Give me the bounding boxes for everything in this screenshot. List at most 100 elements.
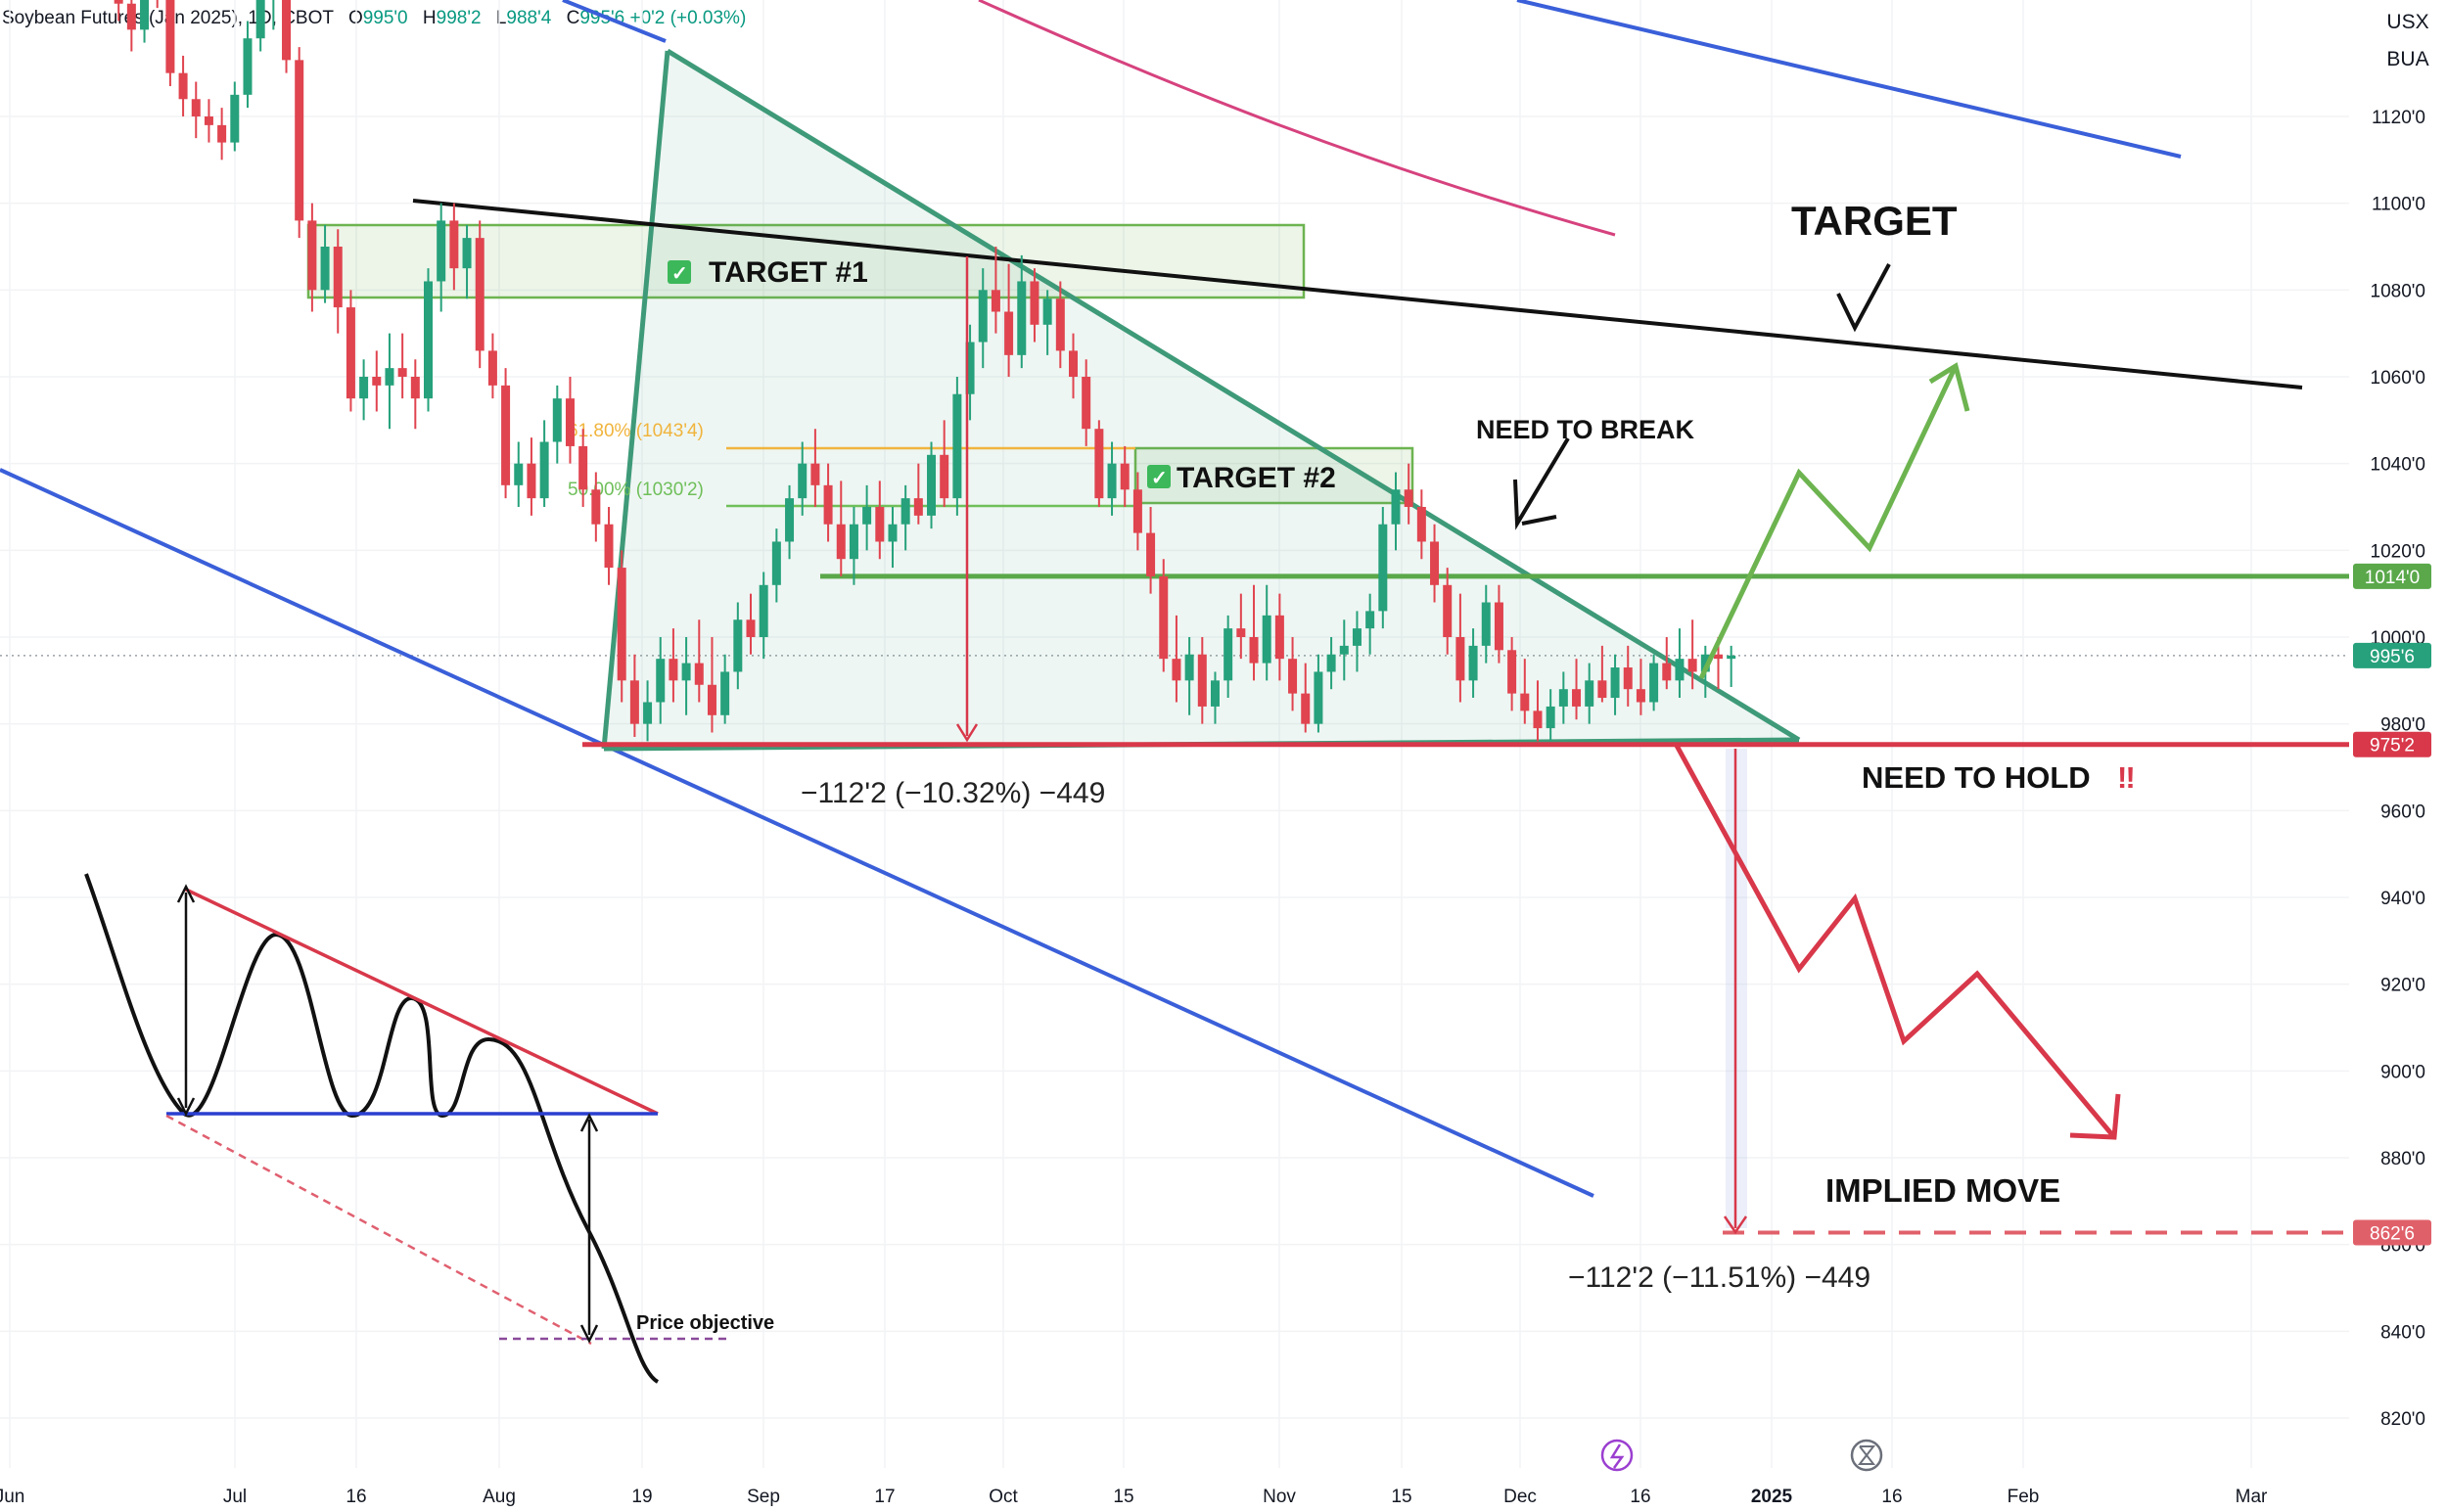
price-tick-label: 1020'0: [2371, 541, 2425, 562]
target-pointer-arrow: [1836, 263, 1891, 333]
candle-body: [1416, 506, 1426, 542]
time-tick-label: 16: [1881, 1487, 1902, 1507]
pattern-objective-label: Price objective: [636, 1312, 774, 1334]
pattern-resistance-line: [183, 887, 659, 1116]
candle-body: [539, 441, 549, 499]
time-tick-label: 2025: [1751, 1487, 1793, 1507]
candle-body: [217, 124, 227, 143]
time-tick-label: Sep: [747, 1487, 780, 1507]
candle-body: [255, 0, 265, 39]
key-levels: 61.80% (1043'4) 50.00% (1030'2): [412, 199, 2349, 1235]
time-tick-label: Nov: [1263, 1487, 1296, 1507]
time-tick-label: 19: [631, 1487, 652, 1507]
candle-body: [940, 454, 949, 499]
candle-body: [1262, 615, 1271, 664]
candle-body: [591, 489, 601, 525]
candle-body: [823, 484, 833, 525]
candle-body: [1700, 654, 1710, 672]
candle-body: [282, 0, 292, 61]
bullish-arrowhead: [1928, 362, 1970, 412]
candle-body: [1146, 532, 1156, 576]
candle-body: [733, 619, 743, 672]
candle-body: [1339, 645, 1349, 655]
candle-body: [1687, 659, 1697, 672]
candle-body: [1610, 667, 1620, 699]
bullish-projection: [1698, 364, 1959, 680]
candle-body: [1520, 693, 1530, 711]
time-tick-label: 15: [1391, 1487, 1411, 1507]
candle-body: [1197, 654, 1207, 707]
candle-body: [1042, 298, 1052, 325]
candle-body: [720, 671, 730, 715]
candle-body: [295, 60, 304, 221]
projections: [955, 256, 2121, 1235]
price-tick-label: 820'0: [2380, 1409, 2425, 1430]
candle-body: [1082, 376, 1091, 430]
candle-body: [952, 393, 962, 499]
candle-body: [230, 94, 240, 143]
target-label: TARGET: [1791, 198, 1958, 244]
candle-body: [320, 246, 330, 291]
hourglass-icon-shape: [1857, 1445, 1876, 1465]
candle-body: [798, 463, 808, 499]
price-tick-label: 1040'0: [2371, 455, 2425, 476]
candle-body: [927, 454, 937, 516]
measure1-arrowhead: [955, 723, 979, 743]
lightning-icon: [1600, 1439, 1634, 1472]
pattern-price-curve: [84, 873, 660, 1384]
candle-body: [501, 385, 511, 485]
candle-body: [1094, 429, 1104, 499]
price-tick-label: 920'0: [2380, 976, 2425, 996]
price-tick-label: 900'0: [2380, 1062, 2425, 1082]
candle-body: [1481, 602, 1491, 646]
candle-body: [810, 463, 820, 485]
candle-body: [372, 376, 382, 386]
time-tick-label: Aug: [483, 1487, 516, 1507]
candle-body: [1314, 671, 1323, 724]
time-tick-label: Jun: [0, 1487, 24, 1507]
candle-body: [1546, 706, 1555, 729]
change-value: +0'2 (+0.03%): [629, 8, 747, 28]
candle-body: [385, 368, 394, 386]
candle-body: [437, 220, 446, 282]
candle-body: [165, 0, 175, 73]
price-tag-label: 975'2: [2370, 736, 2415, 756]
unit-top: USX: [2386, 11, 2429, 33]
candle-body: [204, 116, 213, 125]
candle-body: [1455, 636, 1465, 681]
price-tag: [2353, 563, 2431, 589]
candle-body: [1507, 650, 1517, 694]
candle-body: [707, 684, 716, 715]
candle-body: [410, 376, 420, 399]
target-trendline: [412, 199, 2303, 389]
unit-bottom: BUA: [2386, 48, 2429, 70]
candle-body: [1468, 645, 1478, 681]
candle-body: [1172, 659, 1181, 681]
candle-body: [1352, 628, 1362, 646]
price-tag: [2353, 642, 2431, 668]
time-tick-label: Dec: [1503, 1487, 1537, 1507]
candle-body: [1107, 463, 1117, 499]
low-value: 988'4: [506, 8, 552, 28]
bearish-projection: [1673, 742, 2116, 1139]
candle-body: [1675, 659, 1685, 681]
price-tag-label: 995'6: [2370, 647, 2415, 667]
measure1-label: −112'2 (−10.32%) −449: [801, 777, 1105, 809]
candle-body: [449, 220, 459, 269]
candle-body: [1494, 602, 1503, 651]
price-tag-label: 862'6: [2370, 1223, 2415, 1244]
price-tick-label: 1120'0: [2372, 108, 2425, 128]
need-to-hold-label: NEED TO HOLD: [1862, 760, 2091, 795]
candle-body: [1558, 689, 1568, 707]
candle-body: [1662, 663, 1672, 681]
candle-body: [1249, 636, 1259, 664]
candle-body: [900, 498, 910, 525]
candle-body: [1017, 281, 1027, 355]
candle-body: [1301, 693, 1311, 724]
lightning-icon-bolt: [1609, 1443, 1625, 1469]
candle-body: [307, 220, 317, 291]
currency-unit-selector[interactable]: USX BUA: [2377, 4, 2439, 78]
high-label: H: [422, 8, 437, 28]
candle-body: [1365, 611, 1375, 629]
